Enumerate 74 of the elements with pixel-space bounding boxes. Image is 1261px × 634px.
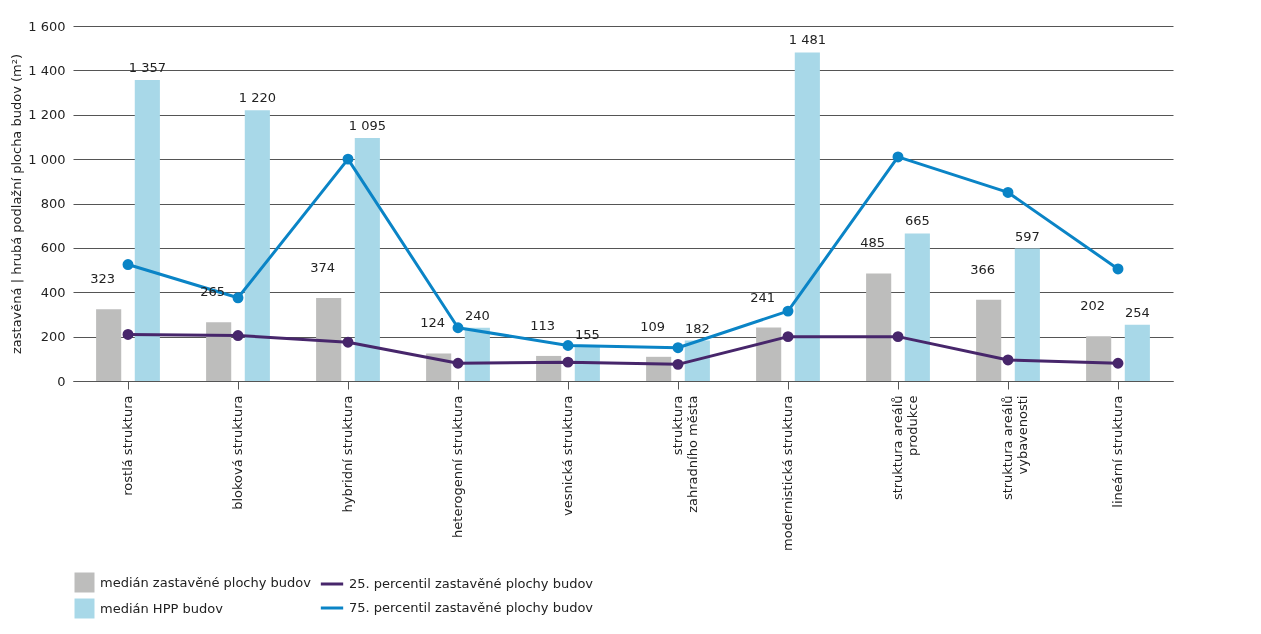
data-label: 1 095 xyxy=(348,118,386,134)
point xyxy=(232,330,244,341)
point xyxy=(562,356,574,368)
bar xyxy=(866,273,892,381)
x-tick-label: modernistická struktura xyxy=(780,395,795,551)
data-label: 1 220 xyxy=(238,90,276,106)
legend-label: 75. percentil zastavěné plochy budov xyxy=(349,600,594,615)
x-tick-label: bloková struktura xyxy=(230,395,245,510)
y-tick-label: 400 xyxy=(40,284,66,300)
x-tick-label: heterogenní struktura xyxy=(450,395,465,538)
point xyxy=(122,259,134,270)
data-label: 485 xyxy=(860,235,886,251)
point xyxy=(1002,186,1014,198)
point xyxy=(892,151,904,163)
y-tick-label: 1 600 xyxy=(28,18,66,34)
y-tick-label: 1 200 xyxy=(28,107,66,123)
data-label: 665 xyxy=(904,213,930,229)
data-label: 254 xyxy=(1124,304,1150,320)
data-label: 374 xyxy=(310,260,336,276)
data-label: 597 xyxy=(1014,228,1040,244)
y-tick-label: 200 xyxy=(40,329,66,345)
legend-label: 25. percentil zastavěné plochy budov xyxy=(349,576,594,591)
data-label: 1 481 xyxy=(788,32,826,48)
bar xyxy=(1014,248,1040,381)
point xyxy=(342,336,354,348)
bar xyxy=(904,233,930,381)
bar xyxy=(96,309,122,381)
bar xyxy=(206,322,232,381)
bar xyxy=(134,79,160,381)
point xyxy=(1112,263,1124,275)
y-tick-label: 800 xyxy=(40,196,66,211)
bar xyxy=(1086,336,1112,381)
data-label: 240 xyxy=(464,307,490,323)
point xyxy=(782,305,794,317)
data-label: 241 xyxy=(750,289,776,305)
y-axis-title: zastavěná | hrubá podlažní plocha budov (m²) xyxy=(9,53,25,355)
data-label: 109 xyxy=(640,318,666,334)
point xyxy=(672,358,684,370)
x-tick-label: struktura areálů produkce xyxy=(890,395,920,501)
x-tick-label: vesnická struktura xyxy=(560,395,575,516)
bar xyxy=(756,327,782,381)
point xyxy=(892,331,904,343)
point xyxy=(1112,357,1124,369)
point xyxy=(672,342,684,354)
legend-label: medián HPP budov xyxy=(100,600,224,616)
data-label: 113 xyxy=(530,317,556,333)
x-tick-label: hybridní struktura xyxy=(340,395,355,513)
bar xyxy=(354,138,380,381)
bar xyxy=(244,110,270,381)
y-tick-label: 1 000 xyxy=(28,151,66,167)
bar xyxy=(794,52,820,381)
point xyxy=(122,328,134,340)
data-label: 202 xyxy=(1080,298,1106,314)
point xyxy=(562,340,574,351)
bar xyxy=(316,298,342,381)
point xyxy=(1002,354,1014,366)
point xyxy=(782,331,794,343)
bar xyxy=(1124,324,1150,381)
data-label: 182 xyxy=(684,320,710,336)
bar xyxy=(976,299,1002,381)
point xyxy=(452,357,464,369)
y-tick-label: 1 400 xyxy=(28,62,66,78)
data-label: 366 xyxy=(970,261,996,277)
point xyxy=(232,292,244,304)
data-label: 124 xyxy=(420,315,446,331)
data-label: 323 xyxy=(90,271,116,287)
point xyxy=(452,322,464,334)
x-tick-label: lineární struktura xyxy=(1110,395,1125,508)
y-tick-label: 600 xyxy=(40,240,66,256)
y-tick-label: 0 xyxy=(57,373,66,389)
legend-label: medián zastavěné plochy budov xyxy=(100,574,312,590)
point xyxy=(342,153,354,165)
x-tick-label: rostlá struktura xyxy=(120,395,135,496)
x-tick-label: struktura areálů vybavenosti xyxy=(1000,395,1030,501)
